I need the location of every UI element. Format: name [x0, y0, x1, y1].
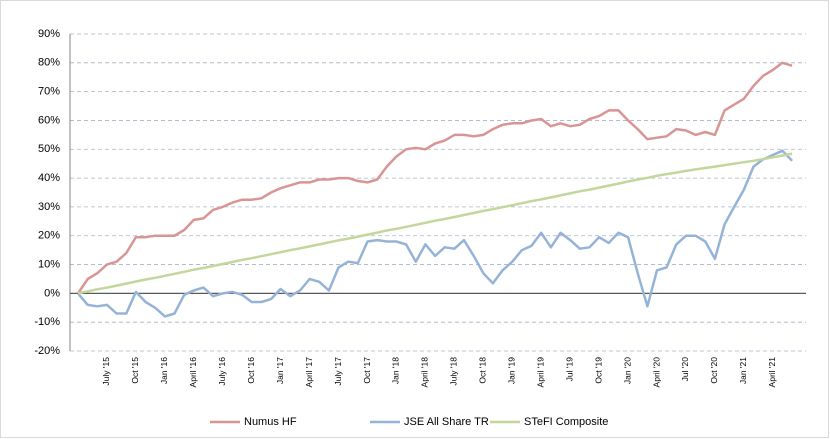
- x-tick-label: April '21: [767, 357, 777, 388]
- x-tick-label: Jan '21: [738, 357, 748, 384]
- x-tick-label: Oct '15: [130, 357, 140, 384]
- x-tick-label: April '16: [188, 357, 198, 388]
- x-tick-label: Oct '20: [709, 357, 719, 384]
- series-line: [76, 61, 793, 295]
- x-tick-label: Jan '19: [507, 357, 517, 384]
- x-tick-label: Jan '20: [622, 357, 632, 384]
- x-tick-label: July '16: [217, 357, 227, 386]
- y-tick-label: -10%: [34, 316, 60, 328]
- x-tick-label: Oct '18: [478, 357, 488, 384]
- x-tick-label: Oct '16: [246, 357, 256, 384]
- x-tick-label: Jan '18: [391, 357, 401, 384]
- series-line: [77, 149, 794, 318]
- x-tick-label: July '17: [333, 357, 343, 386]
- x-tick-label: Jul '19: [564, 357, 574, 382]
- y-tick-label: 50%: [38, 143, 60, 155]
- y-tick-label: 30%: [38, 201, 60, 213]
- y-tick-label: 0%: [44, 287, 60, 299]
- legend-label: JSE All Share TR: [404, 416, 489, 428]
- y-tick-label: 40%: [38, 172, 60, 184]
- series-line: [77, 152, 793, 295]
- x-tick-label: Jul '20: [680, 357, 690, 382]
- legend-label: STeFI Composite: [524, 416, 608, 428]
- y-tick-label: 20%: [38, 230, 60, 242]
- y-tick-label: 90%: [38, 28, 60, 40]
- x-tick-label: July '18: [449, 357, 459, 386]
- x-tick-label: Jan '16: [159, 357, 169, 384]
- y-tick-label: -20%: [34, 345, 60, 357]
- x-tick-label: April '17: [304, 357, 314, 388]
- x-tick-label: April '19: [535, 357, 545, 388]
- x-tick-label: April '18: [420, 357, 430, 388]
- x-tick-label: July '15: [101, 357, 111, 386]
- x-tick-label: Oct '19: [593, 357, 603, 384]
- x-tick-label: April '20: [651, 357, 661, 388]
- x-tick-label: Oct '17: [362, 357, 372, 384]
- x-tick-label: Jan '17: [275, 357, 285, 384]
- legend-label: Numus HF: [244, 416, 297, 428]
- y-tick-label: 60%: [38, 114, 60, 126]
- y-tick-label: 80%: [38, 57, 60, 69]
- y-tick-label: 10%: [38, 258, 60, 270]
- y-tick-label: 70%: [38, 86, 60, 98]
